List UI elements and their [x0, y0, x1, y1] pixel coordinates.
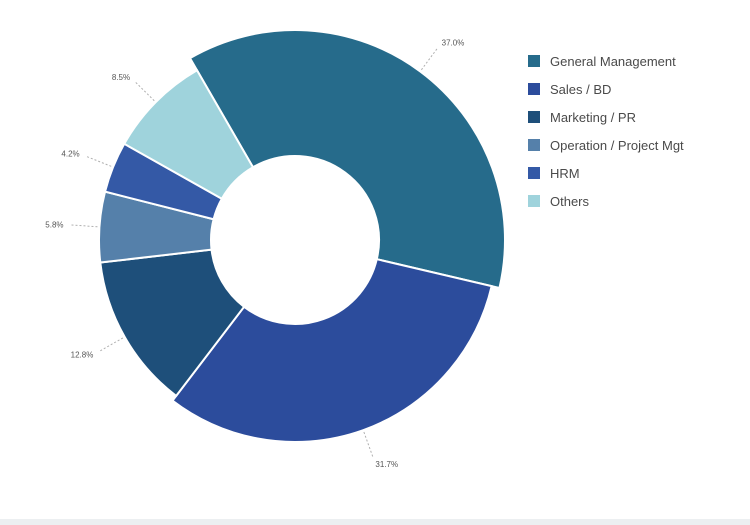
leader-line — [420, 48, 438, 71]
legend-label: Others — [550, 193, 590, 209]
legend-swatch — [528, 111, 540, 123]
slice-others[interactable] — [122, 68, 255, 201]
legend-item[interactable]: Others — [528, 187, 684, 215]
bottom-divider — [0, 519, 750, 525]
legend-label: General Management — [550, 53, 676, 69]
legend-label: Operation / Project Mgt — [550, 137, 684, 153]
legend-item[interactable]: General Management — [528, 47, 684, 75]
leader-line — [71, 224, 98, 228]
leader-line — [100, 337, 124, 352]
leader-line — [86, 156, 112, 167]
data-label: 4.2% — [61, 150, 79, 159]
legend-swatch — [528, 167, 540, 179]
legend-label: Marketing / PR — [550, 109, 636, 125]
data-label: 5.8% — [45, 220, 63, 229]
legend-item[interactable]: Marketing / PR — [528, 103, 684, 131]
data-label: 12.8% — [71, 351, 94, 360]
slice-general-management[interactable] — [188, 29, 506, 290]
data-label: 8.5% — [112, 73, 130, 82]
legend-swatch — [528, 195, 540, 207]
leader-line — [135, 82, 155, 102]
slice-sales-bd[interactable] — [171, 257, 493, 443]
legend-swatch — [528, 83, 540, 95]
legend-item[interactable]: HRM — [528, 159, 684, 187]
leader-line — [363, 431, 374, 457]
slice-marketing-pr[interactable] — [99, 248, 246, 398]
legend-item[interactable]: Operation / Project Mgt — [528, 131, 684, 159]
legend-swatch — [528, 55, 540, 67]
legend-item[interactable]: Sales / BD — [528, 75, 684, 103]
chart-legend: General Management Sales / BD Marketing / … — [528, 47, 684, 215]
legend-label: Sales / BD — [550, 81, 612, 97]
data-label: 31.7% — [375, 460, 398, 469]
data-label: 37.0% — [442, 39, 465, 48]
legend-swatch — [528, 139, 540, 151]
legend-label: HRM — [550, 165, 580, 181]
